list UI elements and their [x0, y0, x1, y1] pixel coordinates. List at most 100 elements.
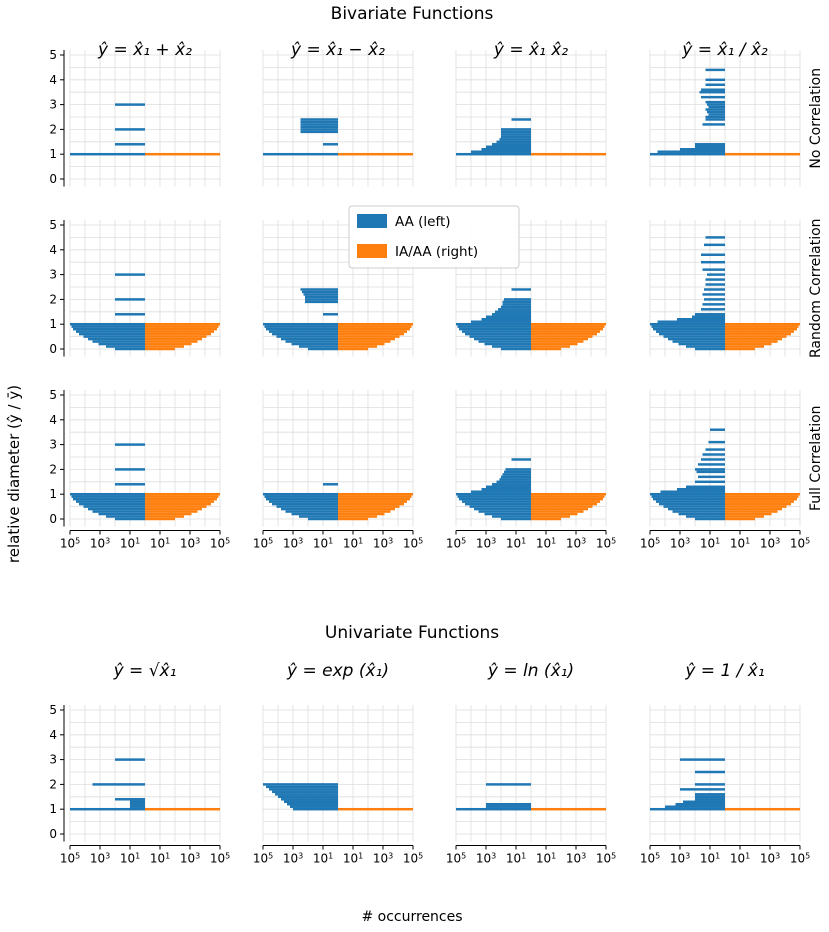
x-tick-label: 101: [343, 851, 363, 866]
bar-iaaa: [338, 505, 400, 508]
bar-aa: [269, 788, 338, 791]
bar-iaaa: [145, 515, 184, 518]
bar-aa: [705, 118, 725, 121]
bar-iaaa: [531, 507, 588, 511]
bar-aa: [701, 88, 725, 91]
bar-aa: [300, 125, 338, 129]
bar-iaaa: [725, 342, 772, 346]
x-tick-label: 101: [730, 536, 750, 551]
bar-aa: [486, 783, 531, 786]
bar-aa: [502, 303, 531, 306]
bar-aa: [323, 483, 338, 486]
bar-aa: [276, 335, 338, 338]
bar-iaaa: [531, 512, 578, 516]
bar-aa: [501, 133, 531, 136]
bar-iaaa: [531, 327, 603, 331]
panel-title: ŷ = x̂₁ − x̂₂: [290, 40, 385, 60]
bar-iaaa: [531, 510, 584, 513]
y-tick-label: 1: [49, 802, 57, 816]
bar-aa: [486, 803, 531, 806]
bar-aa: [653, 327, 725, 331]
bar-iaaa: [338, 495, 412, 498]
bar-aa: [115, 468, 145, 471]
bar-iaaa: [531, 337, 588, 341]
bar-aa: [695, 770, 725, 774]
panel-title: ŷ = x̂₁ / x̂₂: [681, 40, 768, 60]
legend: AA (left) IA/AA (right): [348, 205, 520, 269]
bar-aa: [504, 298, 531, 301]
x-tick-label: 101: [120, 536, 140, 551]
bar-aa: [70, 807, 145, 811]
y-tick-label: 5: [49, 388, 57, 402]
bar-iaaa: [338, 335, 400, 338]
y-tick-label: 0: [49, 512, 57, 526]
bar-aa: [481, 488, 531, 491]
x-tick-label: 103: [283, 536, 303, 551]
bar-iaaa: [531, 340, 584, 343]
bar-aa: [704, 288, 725, 291]
x-tick-label: 105: [60, 536, 80, 551]
bar-aa: [511, 118, 531, 121]
x-tick-label: 101: [343, 536, 363, 551]
bar-aa: [281, 337, 338, 341]
bar-aa: [290, 805, 338, 808]
panel-bivariate-r1c2: [455, 220, 607, 357]
panel-univariate-r0c2: 105 103 101 101 103 105 ŷ = ln (x̂₁): [446, 661, 616, 865]
bar-aa: [496, 140, 531, 144]
bar-aa: [281, 507, 338, 511]
bar-aa: [291, 512, 338, 516]
bar-iaaa: [145, 335, 207, 338]
bar-iaaa: [725, 807, 800, 811]
bar-iaaa: [145, 492, 220, 496]
panel-bivariate-r2c0: 0 1 2 3 4 5 105 103 101 101 103 105: [49, 388, 230, 550]
bar-aa: [478, 510, 531, 513]
x-tick-label: 101: [700, 536, 720, 551]
bar-aa: [285, 510, 338, 513]
bar-aa: [499, 478, 531, 481]
bar-iaaa: [145, 512, 192, 516]
bar-iaaa: [725, 512, 772, 516]
bar-aa: [486, 145, 531, 148]
bar-aa: [115, 517, 145, 521]
bar-iaaa: [145, 507, 202, 511]
x-tick-label: 101: [313, 851, 333, 866]
legend-frame: [348, 205, 520, 269]
bar-aa: [323, 313, 338, 316]
bar-aa: [502, 473, 531, 476]
bar-iaaa: [338, 500, 407, 503]
bar-aa: [79, 502, 145, 506]
y-axis-label: relative diameter (ŷ / ȳ): [5, 385, 23, 563]
bar-aa: [495, 310, 531, 314]
x-tick-label: 103: [760, 536, 780, 551]
bar-iaaa: [725, 502, 791, 506]
y-tick-label: 1: [49, 317, 57, 331]
panel-bivariate-r0c2: ŷ = x̂₁ x̂₂: [455, 40, 607, 187]
bar-aa: [702, 293, 725, 296]
bar-aa: [88, 337, 145, 341]
bar-iaaa: [531, 515, 570, 518]
y-tick-label: 3: [49, 438, 57, 452]
bar-aa: [300, 120, 338, 124]
bar-iaaa: [338, 507, 395, 511]
x-tick-label: 101: [730, 851, 750, 866]
bar-aa: [266, 785, 338, 789]
x-tick-label: 105: [403, 536, 423, 551]
panel-bivariate-r2c2: 105 103 101 101 103 105: [446, 390, 616, 550]
bar-aa: [484, 512, 531, 516]
bar-aa: [266, 327, 338, 331]
bar-iaaa: [725, 152, 800, 156]
x-tick-label: 105: [403, 851, 423, 866]
bar-aa: [462, 330, 531, 333]
bar-iaaa: [725, 325, 799, 328]
bar-aa: [73, 497, 145, 501]
bar-aa: [275, 793, 338, 796]
bar-aa: [492, 515, 531, 518]
bar-aa: [287, 803, 338, 806]
bar-aa: [456, 152, 531, 156]
bar-aa: [263, 322, 338, 326]
bar-aa: [672, 340, 725, 343]
x-tick-label: 105: [210, 536, 230, 551]
bar-iaaa: [725, 505, 787, 508]
bar-aa: [704, 298, 725, 301]
bar-aa: [486, 805, 531, 808]
